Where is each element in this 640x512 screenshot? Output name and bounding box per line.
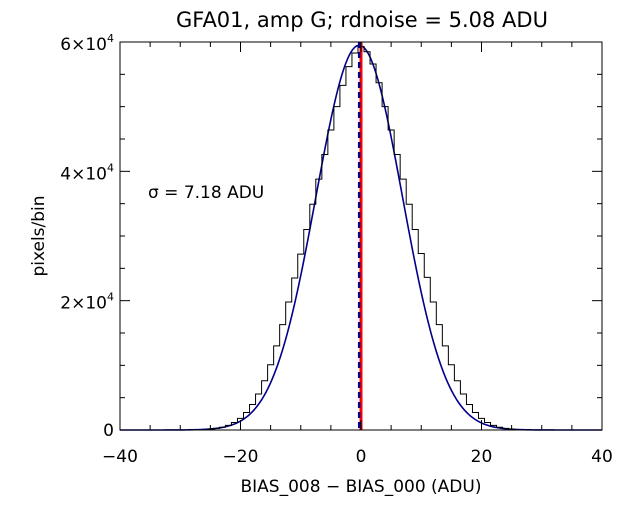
y-axis-label: pixels/bin [29, 195, 49, 276]
x-tick-label: −20 [223, 447, 259, 467]
x-tick-label: 40 [591, 447, 613, 467]
chart-title: GFA01, amp G; rdnoise = 5.08 ADU [176, 8, 548, 32]
y-tick-label: 4×104 [60, 161, 114, 184]
y-axis: 0 2×104 4×104 6×104 [60, 32, 602, 441]
x-axis: −40 −20 0 20 40 [102, 42, 613, 467]
y-tick-label: 6×104 [60, 32, 114, 55]
x-tick-label: −40 [102, 447, 138, 467]
y-tick-label: 2×104 [60, 291, 114, 314]
x-axis-label: BIAS_008 − BIAS_000 (ADU) [241, 477, 482, 497]
x-tick-label: 0 [356, 447, 367, 467]
sigma-annotation: σ = 7.18 ADU [148, 183, 264, 203]
plot-area [120, 42, 602, 431]
x-tick-label: 20 [471, 447, 493, 467]
y-tick-label: 0 [103, 421, 114, 441]
